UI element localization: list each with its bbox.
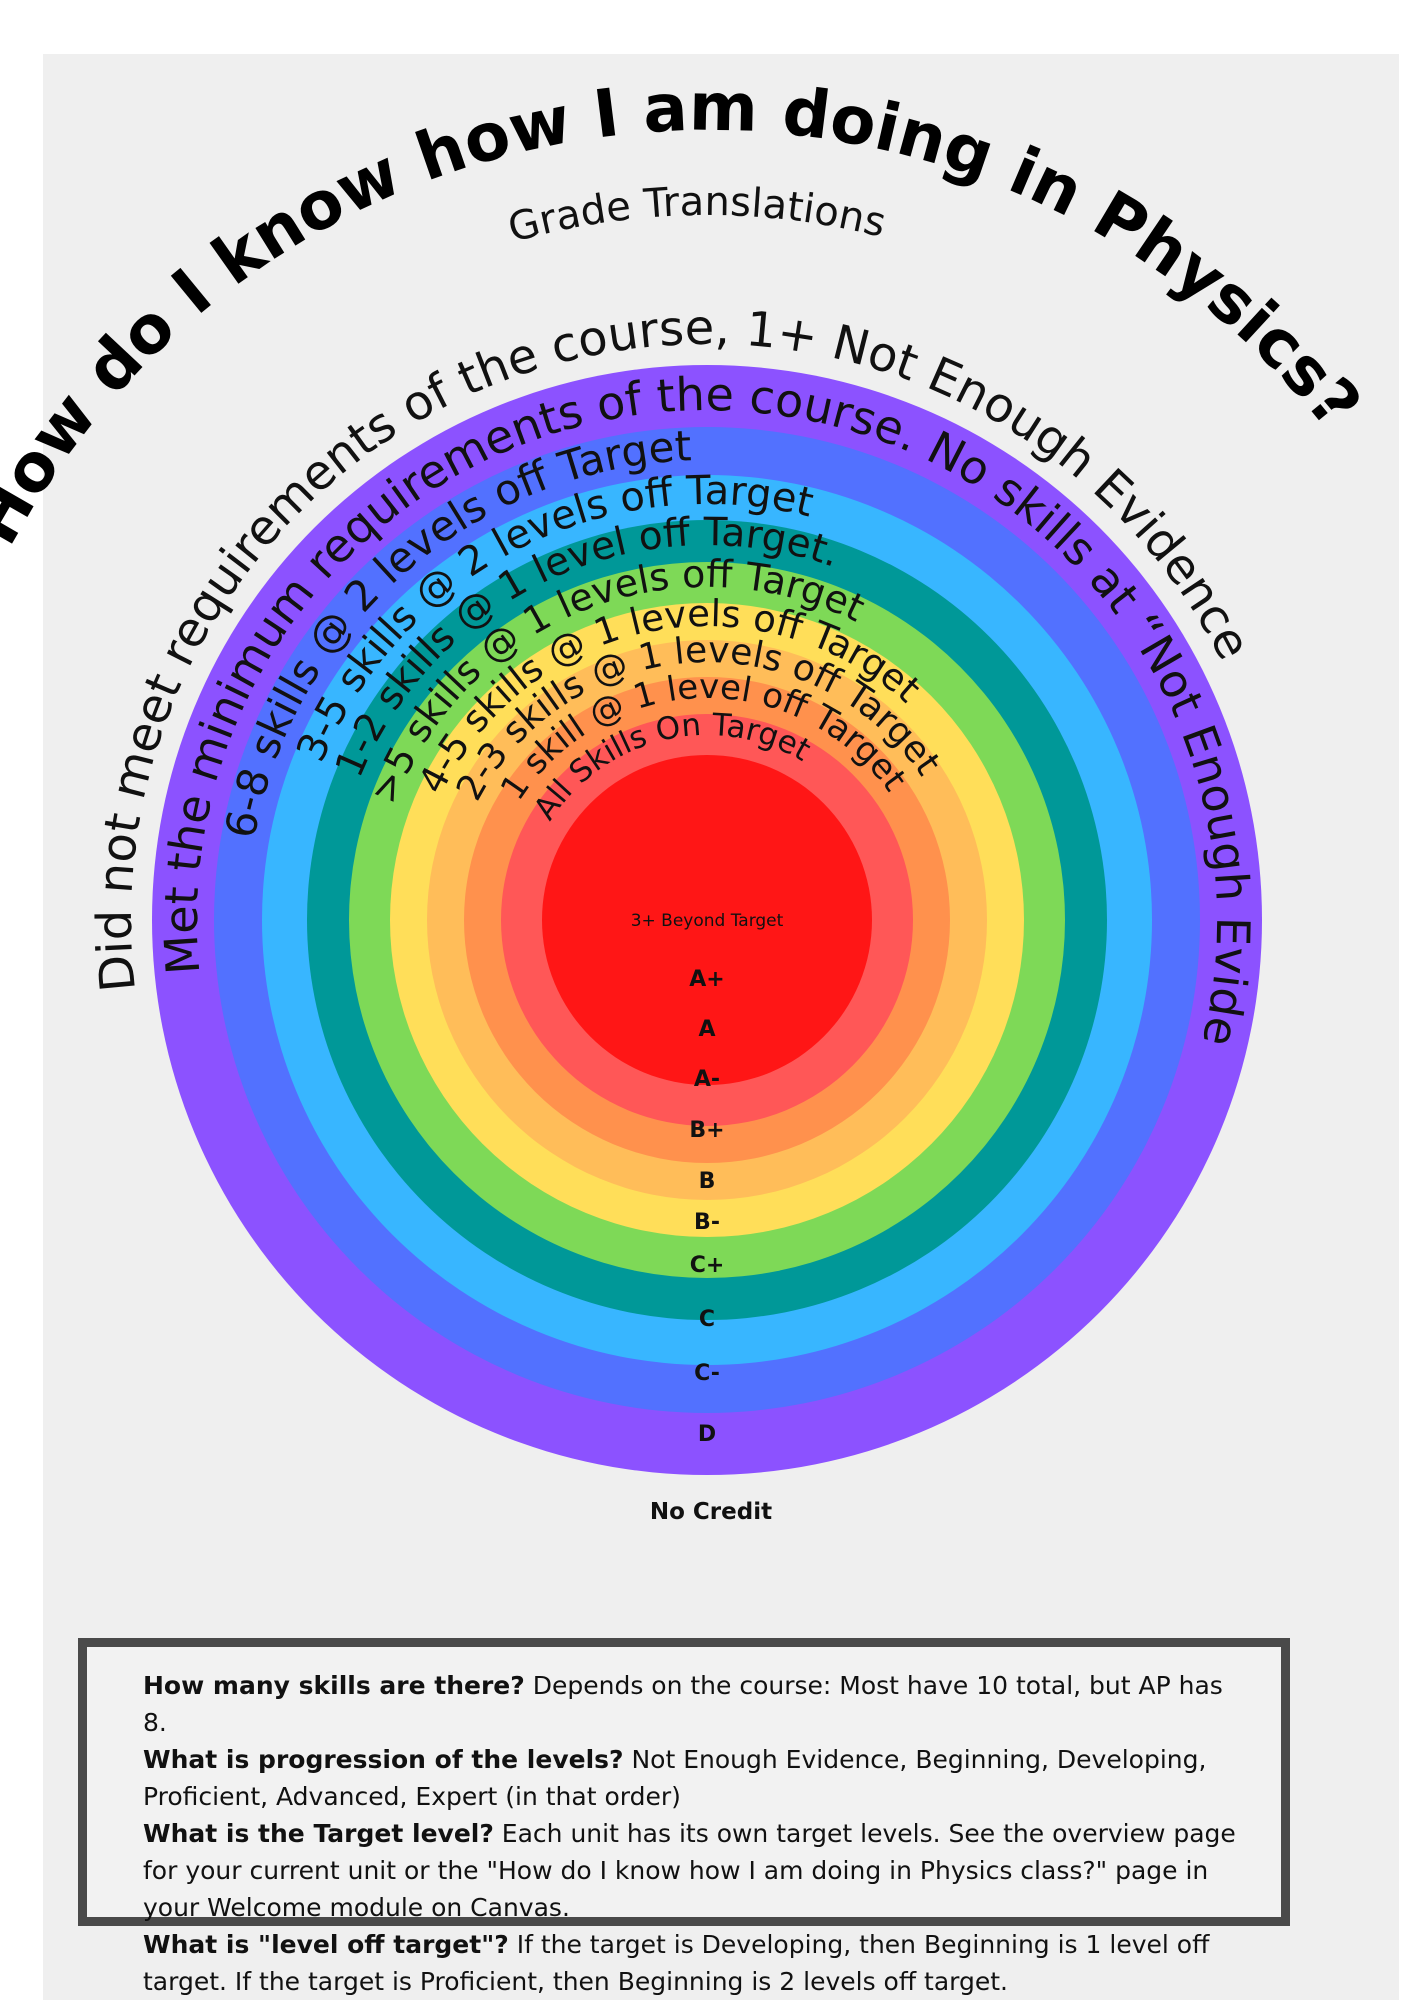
grade-label: C+ — [690, 1253, 725, 1278]
faq-answer: Depends on the course: Most have 10 tota… — [143, 1671, 1223, 1737]
faq-item-skills: How many skills are there? Depends on th… — [143, 1667, 1241, 1741]
faq-box: How many skills are there? Depends on th… — [78, 1638, 1290, 1996]
ring-10 — [542, 755, 872, 1085]
center-label: 3+ Beyond Target — [631, 911, 784, 931]
faq-question: What is "level off target"? — [143, 1930, 509, 1959]
faq-question: What is the Target level? — [143, 1819, 494, 1848]
faq-question: What is progression of the levels? — [143, 1745, 624, 1774]
faq-question: How many skills are there? — [143, 1671, 525, 1700]
grade-label: C — [699, 1307, 715, 1332]
grade-label: B — [699, 1169, 716, 1194]
grade-label: C- — [694, 1361, 720, 1386]
faq-answer: Each unit has its own target levels. See… — [143, 1819, 1236, 1922]
grade-label: A — [698, 1017, 715, 1042]
subtitle: Grade Translations — [503, 179, 890, 252]
no-credit-label: No Credit — [650, 1499, 772, 1525]
faq-item-level-off: What is "level off target"? If the targe… — [143, 1926, 1241, 2000]
grade-label: A+ — [689, 967, 724, 992]
faq-item-target: What is the Target level? Each unit has … — [143, 1815, 1241, 1926]
grade-label: D — [698, 1422, 716, 1447]
grade-label: B+ — [689, 1118, 724, 1143]
grade-label: B- — [694, 1210, 720, 1235]
faq-answer: Not Enough Evidence, Beginning, Developi… — [143, 1745, 1207, 1811]
faq-answer: If the target is Developing, then Beginn… — [143, 1930, 1210, 1996]
grade-label: A- — [694, 1067, 720, 1092]
faq-item-progression: What is progression of the levels? Not E… — [143, 1741, 1241, 1815]
